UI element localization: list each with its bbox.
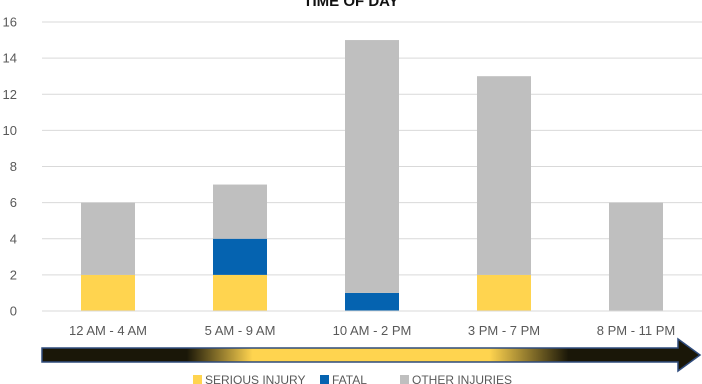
y-tick-label: 0 [10,304,17,319]
legend-swatch [320,375,329,384]
legend-swatch [193,375,202,384]
legend: SERIOUS INJURY FATAL OTHER INJURIES [193,373,512,384]
bar-serious-injury [81,274,135,311]
legend-swatch [400,375,409,384]
bar-fatal [213,238,267,275]
legend-label: FATAL [332,373,367,384]
time-arrow [41,337,702,373]
y-tick-label: 4 [10,231,17,246]
legend-label: OTHER INJURIES [412,373,512,384]
chart-title: TIME OF DAY [303,0,398,10]
x-category-label: 3 PM - 7 PM [468,323,540,338]
bars [81,40,663,311]
y-tick-label: 16 [3,15,17,30]
x-category-label: 8 PM - 11 PM [597,323,676,338]
bar-other-injuries [609,202,663,311]
bar-serious-injury [213,274,267,311]
legend-label: SERIOUS INJURY [205,373,305,384]
y-tick-label: 2 [10,267,17,282]
bar-fatal [345,292,399,311]
y-tick-label: 8 [10,159,17,174]
bar-other-injuries [477,76,531,275]
y-tick-label: 12 [3,87,17,102]
bar-other-injuries [345,40,399,293]
x-axis-categories: 12 AM - 4 AM 5 AM - 9 AM 10 AM - 2 PM 3 PM … [69,323,675,338]
y-axis-ticks: 0 2 4 6 8 10 12 14 16 [3,15,17,319]
x-category-label: 12 AM - 4 AM [69,323,147,338]
bar-serious-injury [477,274,531,311]
y-tick-label: 14 [3,51,17,66]
bar-other-injuries [81,202,135,275]
y-tick-label: 10 [3,123,17,138]
x-category-label: 5 AM - 9 AM [205,323,276,338]
bar-other-injuries [213,184,267,239]
x-category-label: 10 AM - 2 PM [333,323,412,338]
y-tick-label: 6 [10,195,17,210]
